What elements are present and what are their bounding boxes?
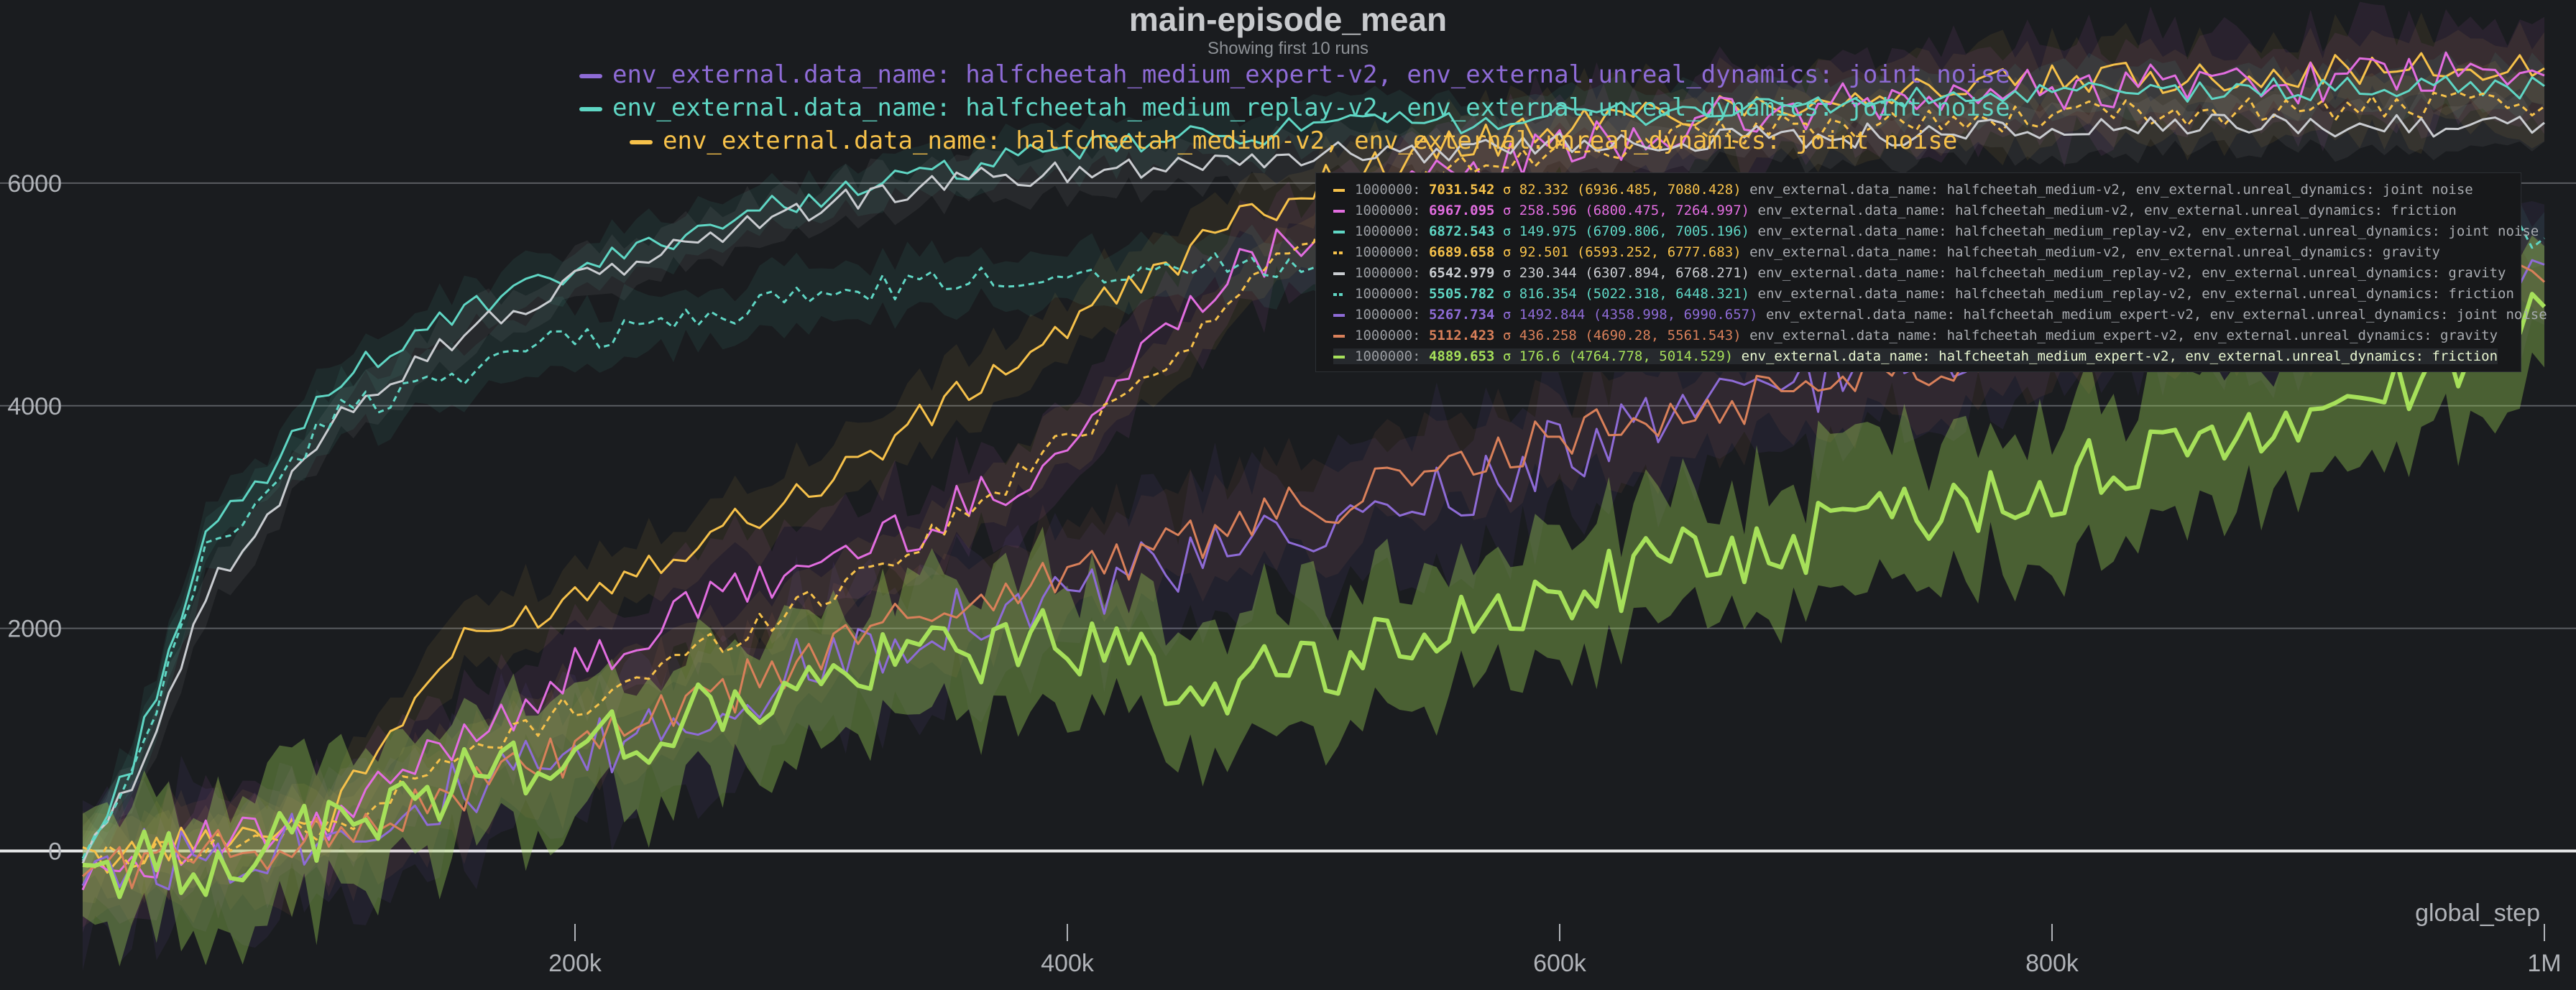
tooltip-value: 6872.543 [1428, 223, 1503, 239]
chart-title: main-episode_mean [1128, 1, 1448, 38]
tooltip-step: 1000000: [1355, 203, 1429, 218]
tooltip-run-name: env_external.data_name: halfcheetah_medi… [1749, 182, 2473, 198]
tooltip-value: 6689.658 [1428, 244, 1503, 260]
tooltip-run-name: env_external.data_name: halfcheetah_medi… [1749, 328, 2498, 343]
tooltip-run-name: env_external.data_name: halfcheetah_medi… [1741, 348, 2498, 364]
tooltip-run-name: env_external.data_name: halfcheetah_medi… [1757, 265, 2506, 281]
legend-swatch [579, 73, 602, 78]
tooltip-step: 1000000: [1355, 223, 1429, 239]
y-tick-label: 0 [48, 838, 62, 866]
x-tick-label: 1M [2527, 950, 2561, 977]
tooltip-row: 1000000: 6872.543 σ 149.975 (6709.806, 7… [1333, 223, 2539, 239]
tooltip-sigma: σ 176.6 [1502, 348, 1569, 364]
legend-item[interactable]: env_external.data_name: halfcheetah_medi… [579, 93, 2010, 122]
tooltip-value: 6542.979 [1428, 265, 1503, 281]
x-tick-label: 200k [548, 950, 602, 977]
tooltip-step: 1000000: [1355, 265, 1429, 281]
tooltip-run-name: env_external.data_name: halfcheetah_medi… [1765, 307, 2547, 323]
tooltip-range: (4358.998, 6990.657) [1593, 307, 1766, 323]
tooltip-sigma: σ 82.332 [1502, 182, 1577, 198]
legend-label: env_external.data_name: halfcheetah_medi… [663, 126, 1958, 155]
tooltip-value: 5112.423 [1428, 328, 1503, 343]
series-band [83, 222, 2544, 927]
tooltip-run-name: env_external.data_name: halfcheetah_medi… [1757, 286, 2514, 302]
tooltip-swatch [1333, 272, 1345, 275]
tooltip-row: 1000000: 7031.542 σ 82.332 (6936.485, 70… [1333, 182, 2473, 198]
series-line[interactable]: env_external.data_name: halfcheetah_medi… [82, 52, 2545, 874]
legend-item[interactable]: env_external.data_name: halfcheetah_medi… [630, 126, 1957, 155]
tooltip-range: (5022.318, 6448.321) [1585, 286, 1758, 302]
x-axis-label: global_step [2415, 899, 2540, 927]
tooltip-value: 5267.734 [1428, 307, 1503, 323]
axes: 0 2000 4000 6000 200k 400k 600k 800k 1M [7, 170, 2561, 977]
series-line[interactable]: env_external.data_name: halfcheetah_medi… [81, 114, 2545, 864]
tooltip-step: 1000000: [1355, 307, 1429, 323]
tooltip-sigma: σ 816.354 [1502, 286, 1586, 302]
tooltip-step: 1000000: [1355, 182, 1429, 198]
tooltip-range: (6709.806, 7005.196) [1585, 223, 1758, 239]
series-band [83, 235, 2544, 967]
tooltip-step: 1000000: [1355, 328, 1429, 343]
tooltip-step: 1000000: [1355, 348, 1429, 364]
series-band [83, 60, 2544, 904]
tooltip-swatch [1333, 292, 1345, 296]
tooltip-range: (6936.485, 7080.428) [1576, 182, 1750, 198]
legend-swatch [579, 106, 602, 111]
series-line[interactable]: env_external.data_name: halfcheetah_medi… [82, 91, 2545, 869]
tooltip-row: 1000000: 6542.979 σ 230.344 (6307.894, 6… [1333, 265, 2506, 281]
tooltip-swatch [1333, 230, 1345, 233]
chart-subtitle: Showing first 10 runs [1207, 39, 1369, 58]
tooltip-value: 4889.653 [1428, 348, 1503, 364]
tooltip-sigma: σ 1492.844 [1502, 307, 1593, 323]
tooltip-swatch [1333, 251, 1345, 254]
y-tick-label: 6000 [7, 170, 62, 198]
tooltip-swatch [1333, 334, 1345, 338]
tooltip-row: 1000000: 5505.782 σ 816.354 (5022.318, 6… [1333, 286, 2514, 302]
legend-item[interactable]: env_external.data_name: halfcheetah_medi… [579, 60, 2010, 89]
tooltip-range: (6307.894, 6768.271) [1585, 265, 1758, 281]
legend-swatch [630, 139, 653, 144]
tooltip-run-name: env_external.data_name: halfcheetah_medi… [1749, 244, 2440, 260]
tooltip-sigma: σ 230.344 [1502, 265, 1586, 281]
tooltip-value: 6967.095 [1428, 203, 1503, 218]
tooltip-step: 1000000: [1355, 286, 1429, 302]
tooltip-row: 1000000: 4889.653 σ 176.6 (4764.778, 501… [1333, 348, 2498, 364]
tooltip-row: 1000000: 5267.734 σ 1492.844 (4358.998, … [1333, 307, 2547, 323]
tooltip-run-name: env_external.data_name: halfcheetah_medi… [1757, 223, 2539, 239]
x-tick-label: 400k [1041, 950, 1095, 977]
y-tick-label: 4000 [7, 393, 62, 420]
x-tick-label: 600k [1533, 950, 1587, 977]
tooltip-sigma: σ 92.501 [1502, 244, 1577, 260]
tooltip-sigma: σ 436.258 [1502, 328, 1586, 343]
tooltip-range: (4764.778, 5014.529) [1568, 348, 1742, 364]
legend-label: env_external.data_name: halfcheetah_medi… [612, 60, 2010, 89]
series-band [83, 175, 2544, 971]
tooltip-swatch [1333, 209, 1345, 213]
tooltip-sigma: σ 149.975 [1502, 223, 1586, 239]
series-line[interactable]: env_external.data_name: halfcheetah_medi… [81, 75, 2545, 861]
tooltip-row: 1000000: 6689.658 σ 92.501 (6593.252, 67… [1333, 244, 2440, 260]
hover-tooltip: 1000000: 7031.542 σ 82.332 (6936.485, 70… [1315, 172, 2547, 372]
legend-label: env_external.data_name: halfcheetah_medi… [612, 93, 2010, 122]
tooltip-swatch [1333, 188, 1345, 192]
tooltip-sigma: σ 258.596 [1502, 203, 1586, 218]
tooltip-run-name: env_external.data_name: halfcheetah_medi… [1757, 203, 2457, 218]
tooltip-value: 5505.782 [1428, 286, 1503, 302]
tooltip-swatch [1333, 355, 1345, 358]
x-tick-label: 800k [2025, 950, 2079, 977]
tooltip-row: 1000000: 5112.423 σ 436.258 (4690.28, 55… [1333, 328, 2498, 343]
series-line[interactable]: env_external.data_name: halfcheetah_medi… [82, 292, 2547, 899]
tooltip-row: 1000000: 6967.095 σ 258.596 (6800.475, 7… [1333, 203, 2457, 218]
tooltip-swatch [1333, 313, 1345, 317]
tooltip-range: (6593.252, 6777.683) [1576, 244, 1750, 260]
tooltip-value: 7031.542 [1428, 182, 1503, 198]
tooltip-step: 1000000: [1355, 244, 1429, 260]
tooltip-range: (4690.28, 5561.543) [1585, 328, 1750, 343]
tooltip-range: (6800.475, 7264.997) [1585, 203, 1758, 218]
y-tick-label: 2000 [7, 616, 62, 643]
